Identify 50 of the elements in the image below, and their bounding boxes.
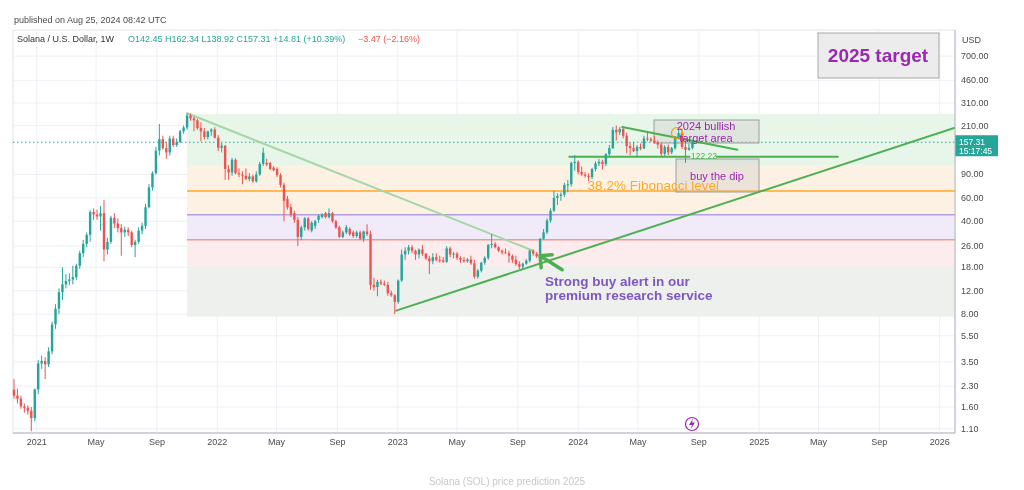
y-tick-label: 60.00	[961, 192, 984, 203]
candlestick	[428, 255, 431, 275]
annotation: −3.47 (−2.16%)	[358, 34, 421, 44]
candlestick	[473, 259, 476, 280]
y-tick-label: 12.00	[961, 285, 984, 296]
x-tick-label: 2024	[568, 437, 589, 447]
x-tick-label: Sep	[871, 437, 888, 447]
y-tick-label: 18.00	[961, 262, 984, 273]
x-tick-label: Sep	[329, 437, 346, 447]
y-axis-title: USD	[962, 35, 982, 45]
y-tick-label: 1.60	[961, 402, 979, 413]
y-tick-label: 8.00	[961, 309, 979, 320]
x-tick-label: 2021	[26, 437, 47, 447]
candlestick	[120, 223, 123, 257]
x-tick-label: 2022	[207, 437, 228, 447]
x-tick-label: May	[268, 437, 286, 447]
y-tick-label: 40.00	[961, 216, 984, 227]
candlestick	[30, 406, 33, 432]
annotation: buy the dip	[690, 170, 744, 182]
annotation: Strong buy alert in our premium research service	[545, 273, 713, 304]
text: Solana / U.S. Dollar, 1W	[17, 34, 115, 44]
candlestick	[583, 171, 587, 179]
x-tick-label: May	[87, 437, 106, 447]
candlestick	[99, 205, 102, 232]
x-tick-label: 2026	[929, 437, 950, 447]
y-tick-label: 1.10	[961, 423, 979, 434]
x-tick-label: 2023	[387, 437, 408, 447]
x-tick-label: Sep	[690, 437, 707, 447]
text: 15:17:45	[959, 146, 993, 157]
x-tick-label: Sep	[509, 437, 526, 447]
candlestick	[92, 207, 95, 221]
annotation: 2025 target	[827, 45, 929, 66]
y-tick-label: 2.30	[961, 381, 979, 392]
y-tick-label: 90.00	[961, 169, 984, 180]
x-tick-label: May	[629, 437, 648, 447]
x-tick-label: May	[810, 437, 828, 447]
x-tick-label: 2025	[749, 437, 770, 447]
x-tick-label: Sep	[148, 437, 165, 447]
y-tick-label: 460.00	[961, 75, 989, 86]
y-tick-label: 3.50	[961, 356, 979, 367]
y-tick-label: 310.00	[961, 98, 989, 109]
y-tick-label: 5.50	[961, 330, 979, 341]
text: published on Aug 25, 2024 08:42 UTC	[14, 15, 168, 25]
ref-line-label: 157.31	[959, 137, 986, 148]
annotation: O142.45 H162.34 L138.92 C157.31 +14.81 (+10.39%)	[128, 34, 346, 44]
x-tick-label: May	[448, 437, 467, 447]
annotation: 122.22	[691, 151, 718, 161]
y-tick-label: 700.00	[961, 51, 989, 62]
y-tick-label: 26.00	[961, 241, 984, 252]
y-tick-label: 210.00	[961, 120, 989, 131]
